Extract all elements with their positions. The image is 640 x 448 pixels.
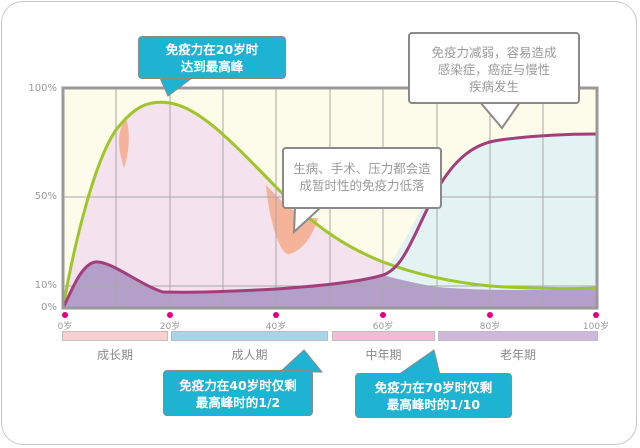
y-tick-10: 10% xyxy=(34,280,57,291)
y-tick-100: 100% xyxy=(28,83,57,94)
callout-age-40: 免疫力在40岁时仅剩 最高峰时的1/2 xyxy=(163,370,313,416)
callout-weakened-immunity: 免疫力减弱，容易造成 感染症，癌症与慢性 疾病发生 xyxy=(408,32,580,104)
callout-weak-line1: 免疫力减弱，容易造成 xyxy=(431,45,557,60)
x-tick-80: 80岁 xyxy=(479,322,501,332)
phase-label-adult: 成人期 xyxy=(231,348,268,362)
x-tick-40: 40岁 xyxy=(265,322,287,332)
callout-sick-line2: 成暂时性的免疫力低落 xyxy=(299,178,425,193)
callout-sick-line1: 生病、手术、压力都会造 xyxy=(293,161,431,176)
callout-peak-line1: 免疫力在20岁时 xyxy=(165,42,259,57)
phase-label-growth: 成长期 xyxy=(96,348,133,362)
callout-weak-line3: 疾病发生 xyxy=(468,79,519,94)
y-tick-0: 0% xyxy=(41,302,57,313)
callout-weak-line2: 感染症，癌症与慢性 xyxy=(437,62,551,77)
phase-label-old: 老年期 xyxy=(499,348,536,362)
callout-peak-at-20: 免疫力在20岁时 达到最高峰 xyxy=(138,36,286,79)
x-tick-0: 0岁 xyxy=(57,322,73,332)
x-tick-100: 100岁 xyxy=(582,322,610,332)
callout-temporary-drop: 生病、手术、压力都会造 成暂时性的免疫力低落 xyxy=(282,147,442,209)
phase-label-middle: 中年期 xyxy=(365,348,402,362)
x-tick-60: 60岁 xyxy=(372,322,394,332)
callout-age40-line2: 最高峰时的1/2 xyxy=(195,395,281,410)
phase-bar-adult xyxy=(171,331,328,341)
callout-peak-line2: 达到最高峰 xyxy=(180,59,244,74)
x-tick-20: 20岁 xyxy=(159,322,181,332)
callout-age40-line1: 免疫力在40岁时仅剩 xyxy=(179,378,297,393)
callout-age70-line2: 最高峰时的1/10 xyxy=(386,397,481,412)
phase-bar-old xyxy=(438,331,598,341)
y-tick-50: 50% xyxy=(34,191,57,202)
phase-bar-middle xyxy=(332,331,435,341)
phase-bar-growth xyxy=(62,331,168,341)
callout-age-70: 免疫力在70岁时仅剩 最高峰时的1/10 xyxy=(355,373,512,418)
callout-age70-line1: 免疫力在70岁时仅剩 xyxy=(374,380,493,395)
